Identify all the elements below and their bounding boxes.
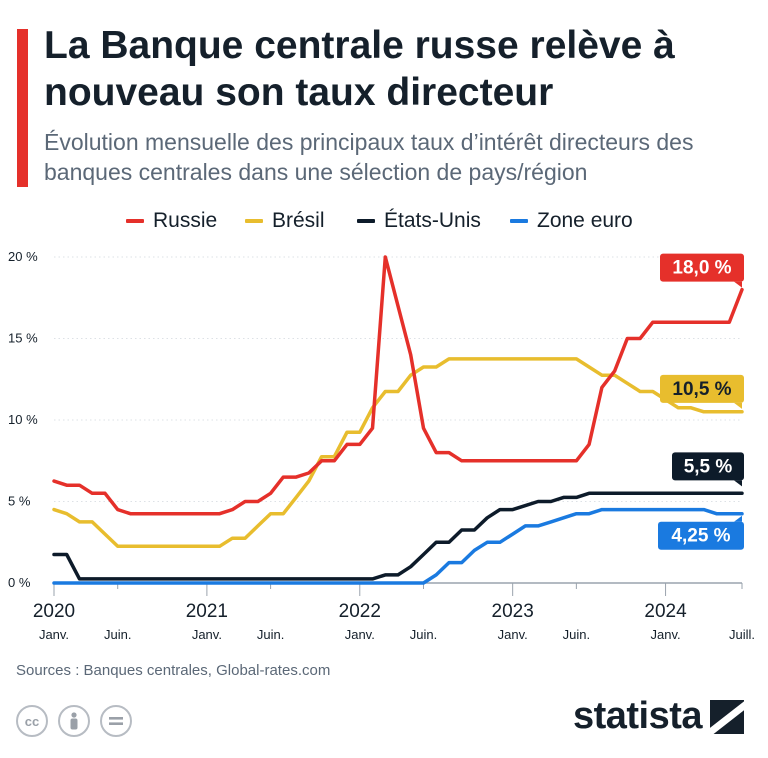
sources-note: Sources : Banques centrales, Global-rate…	[16, 662, 331, 679]
legend-swatch-russie	[126, 219, 144, 223]
end-label-box	[672, 452, 744, 481]
y-tick-label: 10 %	[8, 412, 38, 427]
legend-label-russie: Russie	[153, 209, 218, 232]
statista-logo[interactable]: statista	[573, 695, 744, 738]
legend-swatch-bresil	[245, 219, 263, 223]
line-chart: 0 % 5 % 10 % 15 % 20 % 2020 Janv. Juin. 2021 Janv…	[8, 249, 755, 642]
x-tick-year-label: 2021	[186, 601, 228, 622]
end-label-pointer	[734, 402, 742, 409]
title-accent-bar	[17, 29, 28, 187]
end-label-text: 10,5 %	[672, 379, 731, 400]
series-line-zone-euro	[52, 507, 744, 585]
end-label-pointer	[734, 281, 742, 288]
x-tick-year-label: 2023	[492, 601, 534, 622]
x-tick-month-label: Juill.	[729, 627, 755, 642]
x-tick-month-label: Janv.	[345, 627, 375, 642]
x-tick-year-label: 2020	[33, 601, 75, 622]
chart-title: La Banque centrale russe relève à nouvea…	[44, 24, 675, 114]
x-tick-month-label: Juin.	[257, 627, 284, 642]
x-tick-month-label: Janv.	[498, 627, 528, 642]
x-tick-year-label: 2024	[644, 601, 687, 622]
y-tick-label: 15 %	[8, 331, 38, 346]
legend-item-russie: Russie	[126, 205, 217, 237]
legend-label-zone-euro: Zone euro	[537, 209, 633, 232]
legend-label-bresil: Brésil	[272, 209, 325, 232]
end-label-box	[660, 374, 744, 403]
series-line-br-sil	[52, 357, 744, 549]
x-tick-month-label: Juin.	[563, 627, 590, 642]
person-icon[interactable]	[58, 705, 90, 737]
end-label-text: 18,0 %	[672, 258, 731, 279]
legend-label-etats-unis: États-Unis	[384, 209, 481, 232]
x-tick-month-label: Juin.	[410, 627, 437, 642]
end-label-pointer	[734, 515, 742, 522]
statista-mark-icon	[710, 699, 744, 734]
chart-legend: Russie Brésil États-Unis Zone euro	[0, 205, 768, 237]
series-line-russie	[52, 255, 744, 516]
x-tick-year-label: 2022	[339, 601, 381, 622]
legend-item-etats-unis: États-Unis	[357, 205, 481, 237]
x-tick-month-label: Juin.	[104, 627, 131, 642]
end-label-text: 5,5 %	[684, 456, 733, 477]
x-tick-month-label: Janv.	[192, 627, 222, 642]
x-tick-month-label: Janv.	[39, 627, 69, 642]
cc-icon[interactable]: cc	[16, 705, 48, 737]
x-tick-month-label: Janv.	[651, 627, 681, 642]
y-tick-label: 5 %	[8, 494, 31, 509]
equals-icon[interactable]	[100, 705, 132, 737]
legend-item-zone-euro: Zone euro	[510, 205, 633, 237]
end-label-box	[660, 253, 744, 282]
chart-subtitle: Évolution mensuelle des principaux taux …	[44, 129, 694, 185]
license-icons: cc	[16, 705, 142, 743]
legend-swatch-zone-euro	[510, 219, 528, 223]
series-line--tats-unis	[52, 491, 744, 581]
end-label-pointer	[734, 480, 742, 487]
legend-swatch-etats-unis	[357, 219, 375, 223]
end-label-text: 4,25 %	[671, 526, 730, 547]
statista-wordmark: statista	[572, 695, 703, 737]
y-tick-label: 20 %	[8, 249, 38, 264]
end-label-box	[658, 521, 744, 550]
y-tick-label: 0 %	[8, 575, 31, 590]
legend-item-bresil: Brésil	[245, 205, 325, 237]
